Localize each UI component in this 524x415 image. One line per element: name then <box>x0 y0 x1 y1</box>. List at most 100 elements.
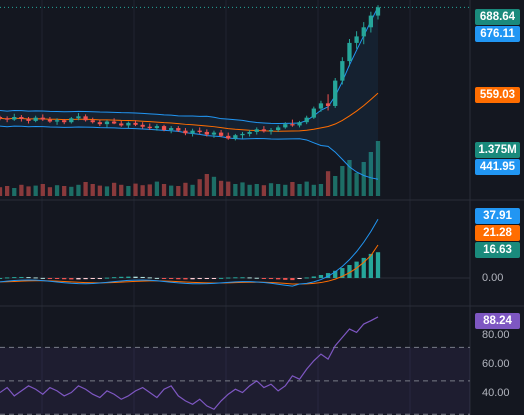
candle-body <box>104 121 110 125</box>
volume-bar <box>133 183 138 196</box>
candle-body <box>290 124 295 126</box>
macd-histogram-bar <box>254 277 259 279</box>
volume-bar <box>97 185 102 196</box>
macd-histogram-bar <box>111 277 117 279</box>
macd-histogram-bar <box>283 278 288 280</box>
macd-histogram-bar <box>161 278 167 279</box>
volume-bar <box>276 184 281 196</box>
candle-body <box>283 124 288 128</box>
macd-histogram-bar <box>233 277 238 279</box>
bb-lower-tag: 441.95 <box>475 159 520 175</box>
volume-bar <box>218 180 224 196</box>
bb-upper-tag: 676.11 <box>475 26 520 42</box>
candle-body <box>111 121 117 124</box>
macd-histogram-tag: 16.63 <box>475 242 520 258</box>
macd-histogram-bar <box>97 278 102 279</box>
macd-histogram-bar <box>304 277 309 279</box>
macd-histogram-bar <box>226 277 231 279</box>
macd-histogram-bar <box>119 276 124 278</box>
rsi-tick-40: 40.00 <box>482 387 510 399</box>
volume-bar <box>161 184 167 196</box>
volume-bar <box>368 152 374 196</box>
volume-bar <box>47 187 53 196</box>
volume-bar <box>4 186 10 196</box>
volume-tag: 1.375M <box>475 142 520 158</box>
volume-bar <box>83 182 88 196</box>
volume-bar <box>119 184 124 196</box>
macd-histogram-bar <box>204 278 209 279</box>
macd-histogram-bar <box>169 278 174 279</box>
volume-bar <box>154 181 160 196</box>
candle-body <box>4 118 10 120</box>
volume-bar <box>240 182 245 196</box>
macd-histogram-bar <box>90 278 95 279</box>
candle-body <box>347 42 352 62</box>
volume-bar <box>169 185 174 196</box>
volume-bar <box>183 182 188 196</box>
candle-body <box>62 120 67 123</box>
macd-histogram-bar <box>297 278 302 279</box>
last-price-tag: 688.64 <box>475 9 520 25</box>
volume-bar <box>204 174 209 196</box>
candle-body <box>47 119 53 122</box>
volume-bar <box>233 184 238 196</box>
candle-body <box>147 126 152 129</box>
macd-histogram-bar <box>0 278 3 279</box>
candle-body <box>361 27 366 37</box>
candle-body <box>12 117 17 120</box>
macd-histogram-bar <box>276 278 281 280</box>
macd-histogram-bar <box>176 278 181 280</box>
candle-body <box>69 118 74 123</box>
volume-bar <box>62 186 67 196</box>
candle-body <box>211 132 217 135</box>
candle-body <box>261 129 267 132</box>
candle-body <box>304 117 309 123</box>
candle-body <box>33 117 38 121</box>
macd-histogram-bar <box>218 277 224 279</box>
candle-body <box>183 130 188 134</box>
volume-bar <box>140 185 145 196</box>
volume-bar <box>325 171 331 196</box>
macd-histogram-bar <box>290 278 295 281</box>
volume-bar <box>283 184 288 196</box>
macd-histogram-bar <box>104 277 110 279</box>
candle-body <box>204 131 209 135</box>
macd-pane <box>0 218 470 287</box>
candle-body <box>340 61 345 81</box>
volume-bar <box>26 186 31 196</box>
candle-body <box>311 108 316 118</box>
macd-histogram-bar <box>83 278 88 280</box>
candle-body <box>268 130 274 132</box>
volume-bar <box>226 181 231 196</box>
rsi-tick-80: 80.00 <box>482 329 510 341</box>
volume-bar <box>318 184 324 196</box>
rsi-line <box>0 316 379 411</box>
volume-bar <box>104 186 110 196</box>
candle-body <box>325 103 331 106</box>
macd-signal-tag: 21.28 <box>475 225 520 241</box>
volume-bar <box>297 184 302 196</box>
price-pane <box>0 5 470 196</box>
candle-body <box>233 135 238 139</box>
candle-body <box>218 132 224 136</box>
macd-histogram-bar <box>183 278 188 280</box>
macd-histogram-bar <box>76 278 81 280</box>
candle-body <box>76 116 81 119</box>
macd-histogram-bar <box>19 276 24 278</box>
bollinger-basis-line <box>0 92 379 132</box>
volume-bar <box>12 188 17 196</box>
rsi-value-tag: 88.24 <box>475 313 520 329</box>
volume-bar <box>54 185 60 196</box>
candle-body <box>190 130 195 134</box>
macd-histogram-bar <box>133 276 138 278</box>
candle-body <box>119 123 124 126</box>
macd-histogram-bar <box>311 276 316 278</box>
volume-bar <box>176 186 181 196</box>
candle-body <box>176 128 181 131</box>
candle-body <box>318 103 324 109</box>
bollinger-fill <box>0 7 378 180</box>
macd-signal-line <box>0 244 379 285</box>
macd-line <box>0 218 379 287</box>
candle-body <box>97 122 102 125</box>
